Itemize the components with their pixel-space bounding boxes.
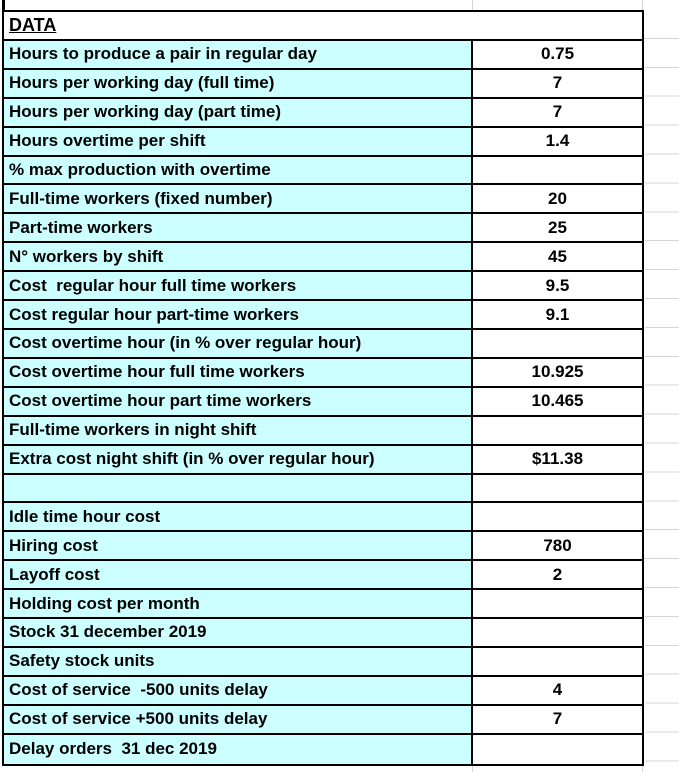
row-label-cell[interactable]: Hours per working day (part time) [4,98,473,128]
row-label-cell[interactable]: Cost overtime hour part time workers [4,387,473,417]
table-header-cell[interactable]: DATA [4,12,642,41]
row-label-cell[interactable]: Cost overtime hour full time workers [4,358,473,388]
row-value-cell[interactable] [473,647,642,677]
row-label-cell[interactable]: Cost overtime hour (in % over regular ho… [4,329,473,359]
row-label-cell[interactable]: Hours to produce a pair in regular day [4,40,473,70]
row-label-cell[interactable]: Cost regular hour full time workers [4,272,473,302]
row-value-cell[interactable]: 25 [473,214,642,244]
row-label-cell[interactable] [4,474,473,504]
row-value-cell[interactable]: 7 [473,69,642,99]
row-value-cell[interactable]: 780 [473,532,642,562]
row-value-cell[interactable]: 10.465 [473,387,642,417]
row-label-cell[interactable]: Cost of service -500 units delay [4,676,473,706]
row-value-cell[interactable] [473,416,642,446]
row-label-cell[interactable]: Full-time workers in night shift [4,416,473,446]
row-value-cell[interactable]: 20 [473,185,642,215]
row-value-cell[interactable]: 0.75 [473,40,642,70]
row-value-cell[interactable]: 10.925 [473,358,642,388]
row-value-cell[interactable]: $11.38 [473,445,642,475]
row-value-cell[interactable]: 7 [473,98,642,128]
table-title: DATA [9,14,57,35]
row-label-cell[interactable]: Full-time workers (fixed number) [4,185,473,215]
row-value-cell[interactable] [473,474,642,504]
row-label-cell[interactable]: Layoff cost [4,561,473,591]
row-label-cell[interactable]: Safety stock units [4,647,473,677]
row-value-cell[interactable] [473,590,642,620]
row-value-cell[interactable]: 9.1 [473,301,642,330]
row-label-cell[interactable]: % max production with overtime [4,156,473,186]
row-value-cell[interactable]: 4 [473,676,642,706]
row-value-cell[interactable] [473,734,642,764]
row-label-cell[interactable]: Part-time workers [4,214,473,244]
row-label-cell[interactable]: Delay orders 31 dec 2019 [4,734,473,764]
row-value-cell[interactable]: 7 [473,705,642,735]
row-value-cell[interactable] [473,156,642,186]
row-label-cell[interactable]: Cost regular hour part-time workers [4,301,473,330]
row-label-cell[interactable]: Hiring cost [4,532,473,562]
row-label-cell[interactable]: N° workers by shift [4,243,473,273]
row-label-cell[interactable]: Cost of service +500 units delay [4,705,473,735]
row-value-cell[interactable]: 1.4 [473,127,642,157]
row-label-cell[interactable]: Holding cost per month [4,590,473,620]
row-label-cell[interactable]: Hours overtime per shift [4,127,473,157]
row-value-cell[interactable]: 45 [473,243,642,273]
row-label-cell[interactable]: Hours per working day (full time) [4,69,473,99]
row-value-cell[interactable]: 2 [473,561,642,591]
table-left-border-stub [2,0,5,12]
row-label-cell[interactable]: Extra cost night shift (in % over regula… [4,445,473,475]
row-label-cell[interactable]: Stock 31 december 2019 [4,619,473,648]
row-gridlines [645,10,679,772]
row-value-cell[interactable] [473,503,642,533]
data-table: DATA Hours to produce a pair in regular … [2,10,644,766]
row-label-cell[interactable]: Idle time hour cost [4,503,473,533]
row-value-cell[interactable] [473,619,642,648]
row-value-cell[interactable] [473,329,642,359]
row-value-cell[interactable]: 9.5 [473,272,642,302]
